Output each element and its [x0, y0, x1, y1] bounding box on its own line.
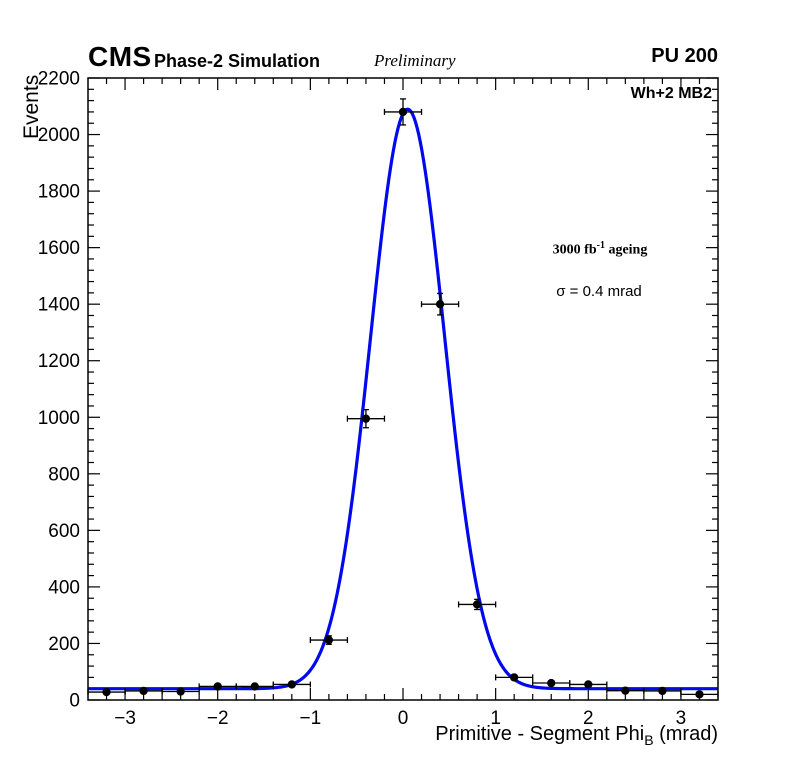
- preliminary-label: Preliminary: [374, 51, 456, 70]
- svg-text:2: 2: [583, 708, 594, 729]
- svg-text:0: 0: [69, 691, 80, 712]
- svg-text:600: 600: [48, 521, 80, 542]
- svg-text:400: 400: [48, 577, 80, 598]
- svg-text:0: 0: [398, 708, 409, 729]
- x-axis-title: Primitive - Segment PhiB (mrad): [435, 723, 718, 748]
- svg-text:200: 200: [48, 634, 80, 655]
- x-axis-title-main: Primitive - Segment Phi: [435, 723, 645, 745]
- y-axis-title: Events: [20, 74, 43, 139]
- svg-text:2200: 2200: [38, 69, 80, 90]
- tick-marks: [88, 77, 718, 701]
- fit-curve: [88, 107, 718, 691]
- plot-frame: [87, 77, 719, 701]
- svg-text:3: 3: [676, 708, 687, 729]
- data-points: [87, 98, 719, 699]
- svg-text:1800: 1800: [38, 182, 80, 203]
- svg-text:−2: −2: [207, 708, 229, 729]
- svg-text:1200: 1200: [38, 351, 80, 372]
- svg-text:2000: 2000: [38, 125, 80, 146]
- ageing-label: 3000 fb-1 ageing: [553, 240, 648, 259]
- pileup-label: PU 200: [651, 45, 718, 67]
- svg-text:1: 1: [490, 708, 501, 729]
- svg-text:1600: 1600: [38, 238, 80, 259]
- phase2-simulation-label: Phase-2 Simulation: [154, 51, 321, 71]
- tick-labels: −3 −2 −1 0 1 2 3 0 200 400 600 800 1000 1200 1400 1600 1…: [38, 69, 687, 730]
- ageing-suffix: ageing: [604, 242, 648, 258]
- x-axis-title-suffix: (mrad): [653, 723, 718, 745]
- ageing-superscript: -1: [596, 240, 605, 251]
- svg-text:1000: 1000: [38, 408, 80, 429]
- cms-label: CMS: [88, 41, 152, 72]
- svg-text:−1: −1: [300, 708, 322, 729]
- x-axis-title-subscript: B: [644, 732, 654, 748]
- region-label: Wh+2 MB2: [630, 85, 712, 102]
- svg-text:−3: −3: [114, 708, 136, 729]
- svg-text:800: 800: [48, 464, 80, 485]
- svg-text:1400: 1400: [38, 295, 80, 316]
- sigma-label: σ = 0.4 mrad: [556, 283, 642, 300]
- ageing-prefix: 3000 fb: [552, 242, 597, 258]
